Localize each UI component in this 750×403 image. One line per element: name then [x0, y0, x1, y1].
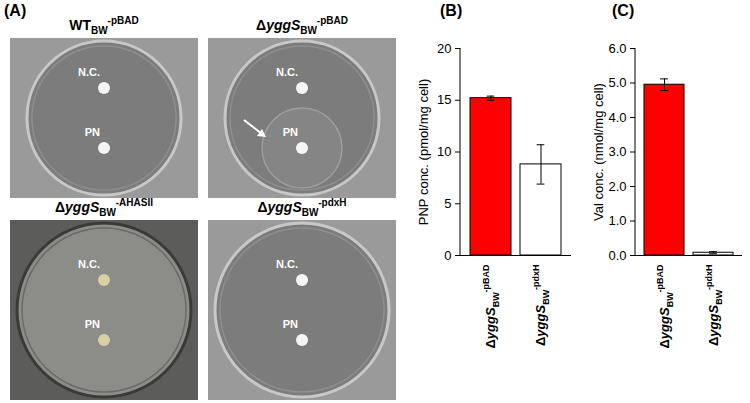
svg-text:ΔyggSBW-pdxH: ΔyggSBW-pdxH: [257, 197, 346, 219]
svg-text:2.0: 2.0: [608, 179, 626, 194]
svg-text:1.0: 1.0: [608, 213, 626, 228]
svg-text:ΔyggSBW-pdxH: ΔyggSBW-pdxH: [531, 265, 551, 346]
svg-text:0.0: 0.0: [608, 248, 626, 263]
svg-text:WTBW-pBAD: WTBW-pBAD: [69, 15, 138, 37]
svg-text:ΔyggSBW-AHASII: ΔyggSBW-AHASII: [55, 197, 153, 219]
html-text:(A): (A): [4, 2, 27, 19]
html-text:(B): (B): [440, 2, 463, 19]
svg-text:PNP conc. (pmol/mg cell): PNP conc. (pmol/mg cell): [416, 79, 431, 225]
svg-text:4.0: 4.0: [608, 110, 626, 125]
html-text:(C): (C): [612, 2, 635, 19]
svg-text:Val conc. (nmol/mg cell): Val conc. (nmol/mg cell): [591, 83, 606, 221]
svg-text:3.0: 3.0: [608, 144, 626, 159]
svg-text:ΔyggSBW-pBAD: ΔyggSBW-pBAD: [256, 15, 348, 37]
svg-text:N.C.: N.C.: [276, 66, 298, 78]
svg-text:N.C.: N.C.: [78, 66, 100, 78]
svg-text:PN: PN: [283, 126, 298, 138]
svg-text:N.C.: N.C.: [78, 258, 100, 270]
svg-text:20: 20: [437, 41, 451, 56]
svg-text:PN: PN: [85, 126, 100, 138]
svg-text:6.0: 6.0: [608, 41, 626, 56]
svg-text:10: 10: [437, 144, 451, 159]
svg-text:0: 0: [444, 248, 451, 263]
svg-text:ΔyggSBW-pBAD: ΔyggSBW-pBAD: [655, 264, 675, 348]
svg-text:ΔyggSBW-pdxH: ΔyggSBW-pdxH: [704, 265, 724, 346]
svg-text:PN: PN: [283, 318, 298, 330]
svg-text:ΔyggSBW-pBAD: ΔyggSBW-pBAD: [481, 264, 501, 348]
svg-text:5.0: 5.0: [608, 75, 626, 90]
svg-text:15: 15: [437, 92, 451, 107]
svg-text:5: 5: [444, 196, 451, 211]
svg-text:N.C.: N.C.: [276, 258, 298, 270]
svg-text:PN: PN: [85, 318, 100, 330]
